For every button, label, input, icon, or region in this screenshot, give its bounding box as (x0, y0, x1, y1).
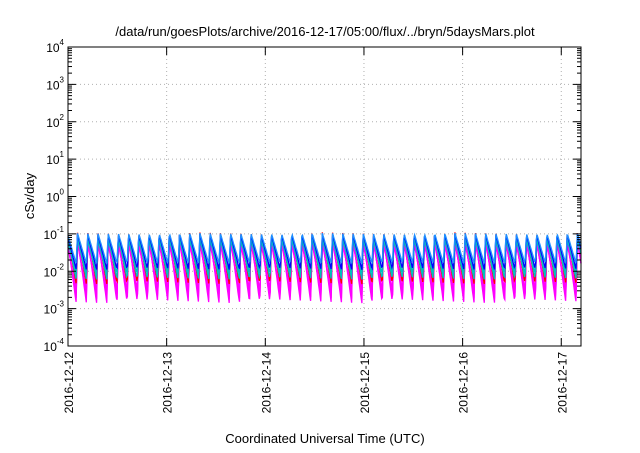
y-tick-label: 10-3 (44, 300, 65, 317)
x-tick-label: 2016-12-17 (555, 352, 569, 414)
x-tick-label: 2016-12-14 (259, 352, 273, 414)
x-tick-label: 2016-12-13 (161, 352, 175, 414)
x-tick-label: 2016-12-12 (62, 352, 76, 414)
x-tick-label: 2016-12-15 (358, 352, 372, 414)
chart-title: /data/run/goesPlots/archive/2016-12-17/0… (115, 24, 535, 39)
y-tick-label: 10-4 (44, 337, 65, 354)
data-series (67, 232, 582, 304)
series-line-9 (67, 232, 582, 265)
y-tick-label: 100 (46, 188, 64, 205)
grid-lines (68, 47, 581, 346)
x-tick-label: 2016-12-16 (457, 352, 471, 414)
y-tick-label: 103 (46, 75, 64, 92)
y-axis-label: cSv/day (22, 172, 37, 219)
y-tick-label: 101 (46, 150, 64, 167)
y-tick-label: 102 (46, 113, 64, 130)
axis-ticks (67, 46, 581, 347)
y-tick-labels: 104 103 102 101 100 10-1 10-2 10-3 10-4 (44, 38, 65, 354)
y-tick-label: 104 (46, 38, 64, 55)
y-tick-label: 10-1 (44, 225, 65, 242)
x-axis-label: Coordinated Universal Time (UTC) (225, 431, 424, 446)
x-tick-labels: 2016-12-12 2016-12-13 2016-12-14 2016-12-15… (62, 352, 569, 414)
y-tick-label: 10-2 (44, 262, 65, 279)
